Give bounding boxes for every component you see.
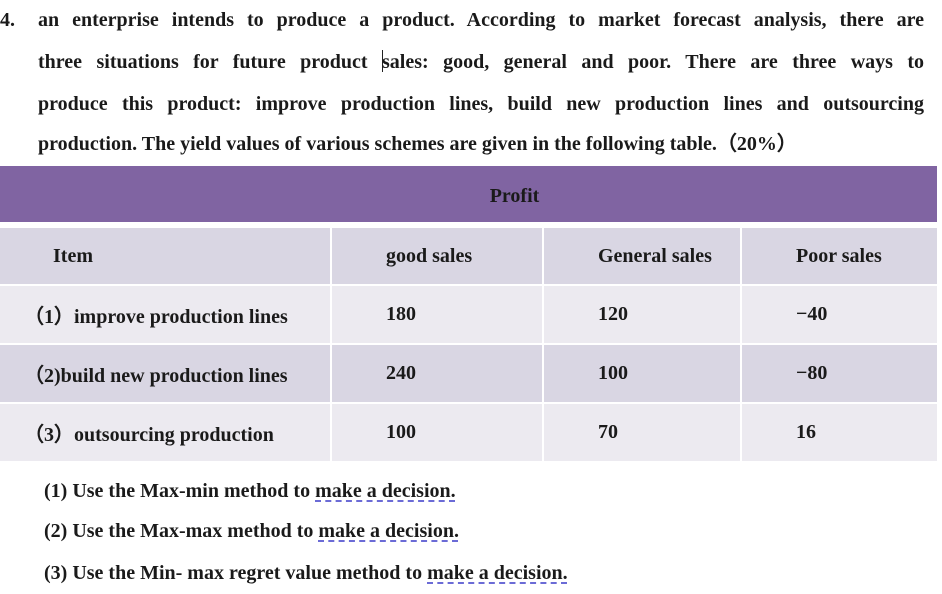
cell-poor: −40	[741, 285, 937, 345]
cell-poor: 16	[741, 403, 937, 463]
profit-header-label: Profit	[489, 184, 540, 207]
cell-general: 100	[543, 344, 742, 404]
task-1-underlined: make a decision.	[315, 480, 456, 502]
question-line-2: three situations for future product sale…	[38, 49, 924, 75]
row-item-label: （1）improve production lines	[0, 285, 332, 345]
question-line-1: an enterprise intends to produce a produ…	[38, 9, 924, 31]
task-3-text: (3) Use the Min- max regret value method…	[44, 562, 428, 584]
task-2-text: (2) Use the Max-max method to	[44, 520, 319, 542]
question-number: 4.	[0, 9, 15, 31]
table-header-row: Item good sales General sales Poor sales	[0, 228, 937, 286]
task-1: (1) Use the Max-min method to make a dec…	[44, 478, 456, 504]
profit-header-band: Profit	[0, 166, 937, 222]
row-item-label: （2)build new production lines	[0, 344, 332, 404]
cell-general: 120	[543, 285, 742, 345]
cell-good: 100	[331, 403, 544, 463]
question-line-2a: three situations for future product	[38, 51, 382, 73]
column-header-poor: Poor sales	[741, 228, 937, 286]
table-row: （2)build new production lines 240 100 −8…	[0, 344, 937, 404]
task-2-underlined: make a decision.	[318, 520, 459, 542]
question-line-4: production. The yield values of various …	[38, 133, 797, 155]
table-row: （1）improve production lines 180 120 −40	[0, 285, 937, 345]
question-line-3: produce this product: improve production…	[38, 93, 924, 115]
row-item-label: （3）outsourcing production	[0, 403, 332, 463]
task-3: (3) Use the Min- max regret value method…	[44, 560, 568, 586]
task-3-underlined: make a decision.	[427, 562, 568, 584]
task-2: (2) Use the Max-max method to make a dec…	[44, 518, 459, 544]
column-header-item: Item	[0, 228, 332, 286]
question-line-2b: sales: good, general and poor. There are…	[381, 51, 924, 73]
column-header-good: good sales	[331, 228, 544, 286]
cell-general: 70	[543, 403, 742, 463]
text-cursor[interactable]	[381, 50, 383, 72]
cell-good: 180	[331, 285, 544, 345]
column-header-general: General sales	[543, 228, 742, 286]
table-row: （3）outsourcing production 100 70 16	[0, 403, 937, 463]
profit-table: Item good sales General sales Poor sales…	[0, 228, 937, 463]
cell-poor: −80	[741, 344, 937, 404]
task-1-text: (1) Use the Max-min method to	[44, 480, 316, 502]
cell-good: 240	[331, 344, 544, 404]
